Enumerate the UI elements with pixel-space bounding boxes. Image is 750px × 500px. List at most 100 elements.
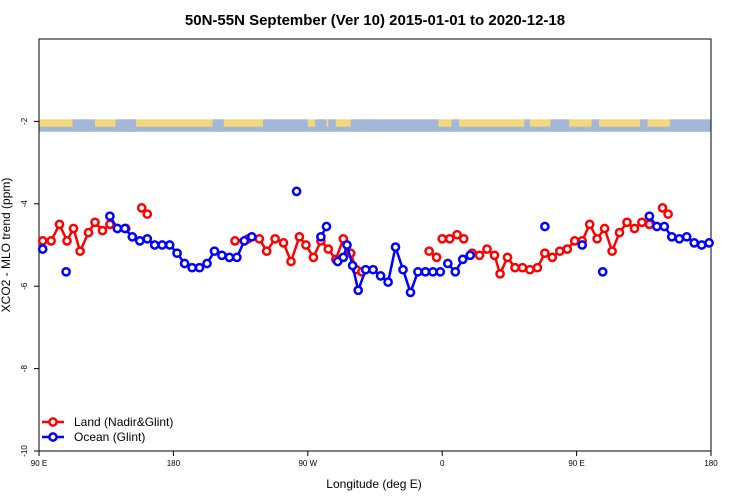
legend-land-swatch-marker: [48, 417, 58, 427]
series-land-point: [502, 252, 513, 263]
series-land-point: [510, 262, 520, 273]
series-land-point: [657, 203, 668, 213]
series-land-point: [569, 236, 580, 246]
legend: Land (Nadir&Glint) Ocean (Glint): [42, 415, 173, 444]
series-ocean-point: [368, 264, 378, 275]
series-land-point: [663, 209, 673, 219]
map-ocean-strip: [39, 126, 711, 132]
x-tick-label: 90 E: [31, 459, 47, 468]
series-ocean-point: [105, 211, 115, 222]
series-ocean-point: [232, 252, 242, 263]
series-land-point: [294, 231, 305, 242]
series-ocean-point: [120, 223, 130, 234]
series-ocean-point: [428, 266, 438, 277]
series-land-point: [424, 246, 434, 257]
series-land-point: [278, 238, 289, 248]
x-tick-label: 90 E: [568, 459, 584, 468]
series-ocean-point: [666, 231, 677, 242]
world-map-band: [39, 119, 711, 132]
series-ocean-point: [321, 221, 332, 232]
series-ocean-point: [652, 221, 662, 232]
series-ocean-point: [360, 264, 371, 275]
series-land-point: [495, 268, 505, 279]
series-land-point: [452, 229, 462, 240]
series-ocean-point: [142, 233, 153, 244]
series-ocean-point: [457, 254, 468, 265]
series-ocean-point: [577, 240, 588, 250]
series-ocean-point: [157, 240, 168, 250]
series-land-point: [599, 223, 610, 234]
series-land-point: [584, 219, 595, 230]
legend-land-label: Land (Nadir&Glint): [74, 415, 173, 429]
series-ocean: [37, 186, 714, 298]
series-ocean-point: [353, 285, 364, 296]
series-land-point: [261, 246, 272, 257]
series-land-point: [562, 244, 573, 254]
series-ocean-point: [172, 248, 182, 259]
series-land-point: [517, 262, 528, 273]
series-land-point: [136, 203, 147, 213]
series-ocean-point: [465, 250, 476, 261]
series-layer: [37, 186, 714, 298]
series-land-point: [54, 219, 65, 230]
y-tick-label: -4: [20, 200, 29, 208]
y-axis-label: XCO2 - MLO trend (ppm): [0, 178, 13, 313]
series-land-point: [46, 236, 56, 246]
series-ocean-point: [61, 266, 71, 277]
series-land-point: [83, 227, 94, 238]
legend-ocean-swatch-marker: [48, 432, 58, 442]
series-land-point: [75, 246, 85, 257]
series-land-point: [142, 209, 153, 219]
series-ocean-point: [316, 231, 326, 242]
series-land-point: [540, 248, 550, 259]
series-land-point: [489, 250, 500, 261]
series-land-point: [37, 236, 48, 246]
series-ocean-point: [194, 262, 205, 273]
series-land-point: [270, 233, 280, 244]
series-land-point: [323, 244, 334, 254]
map-ocean-region: [212, 119, 222, 132]
series-ocean-point: [681, 231, 692, 242]
legend-ocean-label: Ocean (Glint): [74, 430, 145, 444]
series-land-point: [444, 233, 455, 244]
map-ocean-region: [315, 119, 327, 132]
series-ocean-point: [179, 258, 190, 269]
series-ocean-point: [342, 240, 352, 250]
x-axis: 90 E 180 90 W 0 90 E 180: [31, 451, 718, 468]
series-land-point: [458, 233, 469, 244]
series-ocean-point: [202, 258, 212, 269]
series-ocean-point: [127, 231, 138, 242]
series-ocean-point: [112, 223, 123, 234]
series-land-point: [254, 233, 265, 244]
series-land-point: [607, 246, 617, 257]
series-land-point: [644, 219, 655, 230]
series-ocean-point: [696, 240, 707, 250]
series-ocean-point: [246, 231, 257, 242]
series-land-point: [637, 217, 647, 228]
x-tick-label: 0: [440, 459, 445, 468]
series-land-point: [629, 223, 640, 234]
series-land-point: [482, 244, 492, 254]
series-ocean-point: [338, 252, 349, 263]
x-tick-label: 180: [704, 459, 718, 468]
x-tick-label: 90 W: [298, 459, 317, 468]
series-ocean-point: [37, 244, 48, 254]
series-land-point: [97, 225, 108, 236]
map-ocean-region: [524, 119, 530, 132]
series-ocean-point: [442, 258, 453, 269]
series-ocean-point: [450, 266, 461, 277]
series-land-point: [614, 227, 625, 238]
map-ocean-region: [640, 119, 648, 132]
series-land-point: [525, 264, 535, 275]
series-ocean-point: [347, 260, 358, 271]
series-ocean-point: [659, 221, 670, 232]
series-ocean-point: [435, 266, 446, 277]
series-land-point: [62, 236, 72, 246]
series-ocean-point: [597, 266, 608, 277]
map-ocean-region: [365, 119, 377, 132]
series-ocean-point: [383, 277, 393, 287]
series-ocean-point: [689, 238, 700, 248]
series-land-point: [592, 233, 602, 244]
series-land-point: [230, 236, 240, 246]
